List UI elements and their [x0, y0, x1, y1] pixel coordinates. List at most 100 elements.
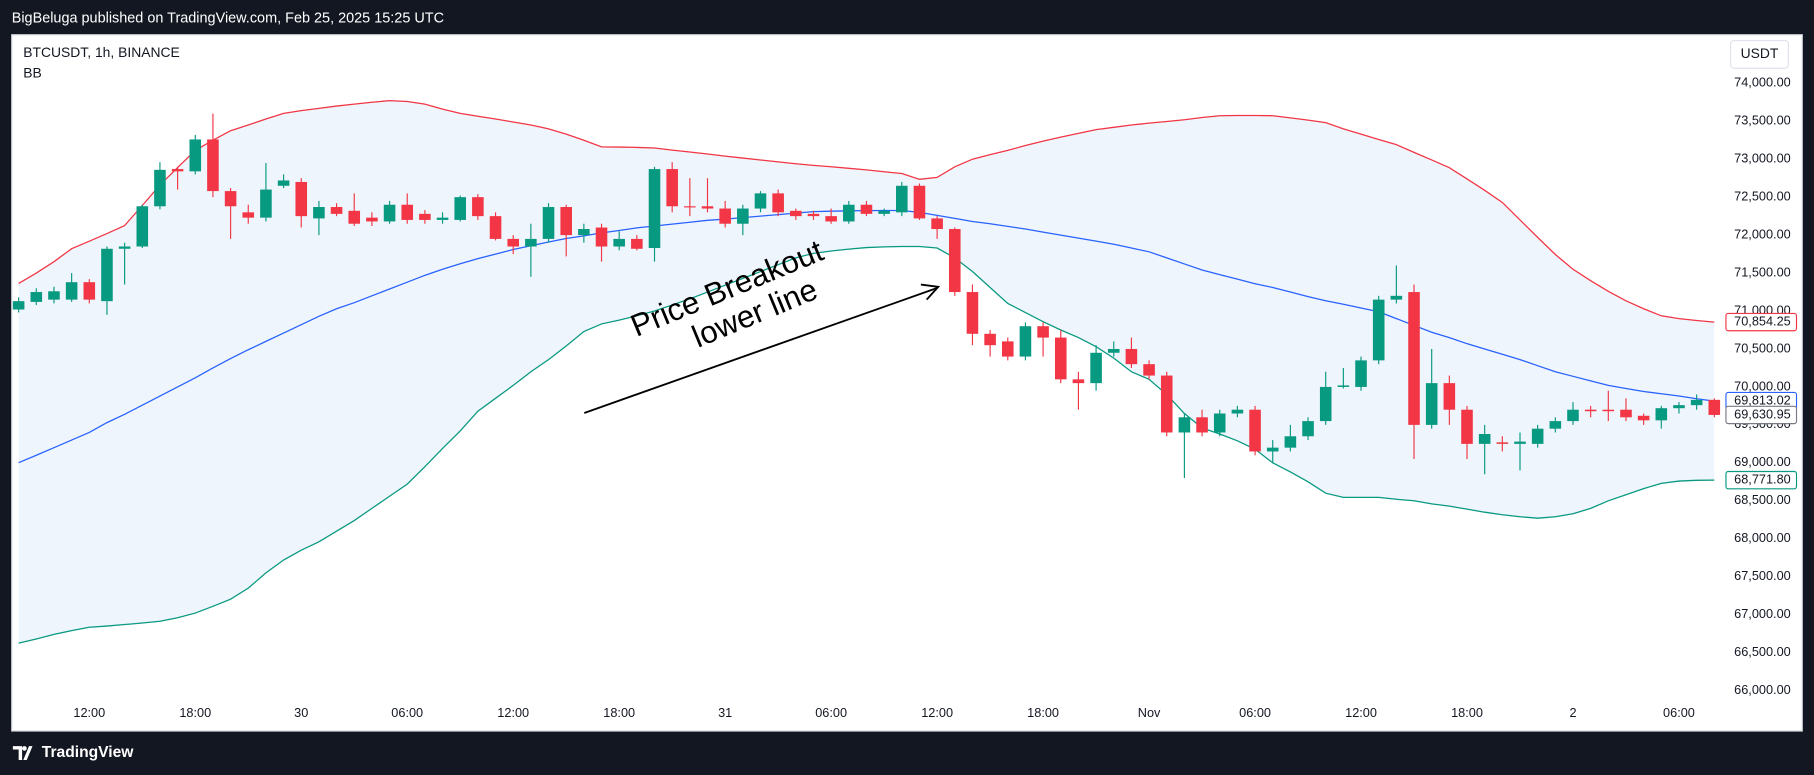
brand-logo	[12, 746, 33, 760]
candle-body	[719, 208, 731, 224]
y-tick-label: 67,000.00	[1734, 606, 1791, 621]
band-fill	[18, 100, 1715, 644]
candle-body	[1355, 360, 1367, 387]
price-label: 69,630.95	[1734, 406, 1791, 421]
axes-layer: 66,000.00 66,500.00 67,000.00 67,500.00 68,0…	[73, 75, 1798, 720]
candle-body	[595, 227, 608, 247]
y-tick-label: 74,000.00	[1734, 75, 1791, 90]
y-tick-label: 68,500.00	[1734, 492, 1791, 507]
candle-body	[454, 197, 467, 220]
candle-body	[1655, 408, 1668, 421]
candle-body	[419, 213, 431, 220]
candle-body	[1496, 442, 1509, 444]
y-tick-label: 72,500.00	[1734, 189, 1791, 204]
candle-body	[1443, 383, 1456, 410]
price-label-box	[1725, 470, 1798, 490]
candle-body	[83, 282, 96, 300]
candle-body	[313, 207, 325, 219]
candle-body	[666, 169, 678, 207]
candle-body	[1531, 428, 1544, 444]
candle-body	[1637, 415, 1650, 421]
candle-body	[1425, 383, 1438, 425]
candle-body	[242, 212, 255, 218]
candle-body	[648, 169, 661, 249]
candle-body	[1231, 409, 1244, 414]
candle-body	[984, 333, 996, 346]
candle-body	[1390, 295, 1403, 300]
candle-body	[1125, 348, 1138, 365]
candle-body	[1319, 386, 1332, 422]
candle-body	[507, 238, 519, 247]
x-tick-label: 12:00	[497, 705, 529, 720]
y-tick-label: 66,000.00	[1734, 682, 1791, 697]
x-tick-label: 06:00	[1663, 705, 1695, 720]
candle-body	[1408, 292, 1420, 425]
candle-body	[949, 229, 961, 293]
candle-body	[631, 238, 643, 249]
price-label-box	[1725, 312, 1798, 332]
candle-body	[896, 185, 908, 213]
candle-body	[525, 238, 537, 247]
candle-body	[931, 218, 943, 230]
candle-body	[472, 197, 484, 217]
candle-body	[436, 217, 449, 220]
x-tick-label: 2	[1569, 705, 1576, 720]
candle-body	[1249, 409, 1261, 452]
x-tick-label: 12:00	[73, 705, 105, 720]
candle-body	[12, 301, 25, 310]
candle-body	[1708, 399, 1721, 415]
candle-body	[807, 213, 820, 217]
price-label-box	[1725, 405, 1798, 425]
candle-body	[1673, 405, 1685, 409]
candle-body	[30, 292, 43, 302]
y-tick-label: 73,000.00	[1734, 151, 1791, 166]
y-tick-label: 68,000.00	[1734, 530, 1791, 545]
y-tick-label: 67,500.00	[1734, 568, 1791, 583]
candle-body	[1019, 326, 1032, 357]
candle-body	[348, 210, 361, 224]
brand: TradingView	[12, 744, 135, 761]
candle-body	[366, 217, 378, 222]
y-tick-label: 73,500.00	[1734, 113, 1791, 128]
brand-name: TradingView	[42, 744, 135, 761]
candle-body	[966, 292, 979, 334]
y-tick-label: 72,000.00	[1734, 226, 1791, 241]
candle-body	[1054, 337, 1067, 380]
candle-body	[754, 193, 767, 209]
publish-info: BigBeluga published on TradingView.com, …	[12, 10, 444, 26]
candle-body	[1143, 364, 1155, 376]
candle-body	[295, 181, 308, 217]
currency[interactable]: USDT	[1741, 45, 1779, 61]
candle-body	[65, 282, 78, 300]
candle-body	[1620, 409, 1632, 418]
currency-button[interactable]	[1730, 39, 1789, 69]
arrow-head	[920, 283, 941, 301]
candle-body	[48, 291, 60, 300]
candle-body	[613, 238, 625, 247]
candle-body	[843, 204, 855, 222]
x-tick-label: Nov	[1138, 705, 1161, 720]
candle-body	[1690, 399, 1703, 406]
candle-body	[1266, 447, 1279, 452]
x-tick-label: 12:00	[921, 705, 953, 720]
x-tick-label: 12:00	[1345, 705, 1377, 720]
candle-body	[383, 204, 396, 222]
candle-body	[207, 139, 219, 192]
band-line	[18, 100, 1715, 323]
candle-body	[1090, 352, 1102, 384]
y-tick-label: 70,000.00	[1734, 378, 1791, 393]
candle-body	[401, 204, 414, 220]
candle-body	[1001, 341, 1014, 357]
price-label: 68,771.80	[1734, 472, 1791, 487]
candle-body	[1602, 409, 1615, 412]
candle-body	[825, 216, 837, 222]
candle-body	[913, 185, 926, 219]
candle-body	[1337, 385, 1350, 387]
candle-body	[1372, 299, 1385, 361]
price-label: 69,813.02	[1734, 392, 1791, 407]
band-line	[18, 245, 1715, 644]
candle-body	[101, 248, 113, 302]
x-tick-label: 06:00	[1239, 705, 1271, 720]
x-tick-label: 06:00	[815, 705, 847, 720]
